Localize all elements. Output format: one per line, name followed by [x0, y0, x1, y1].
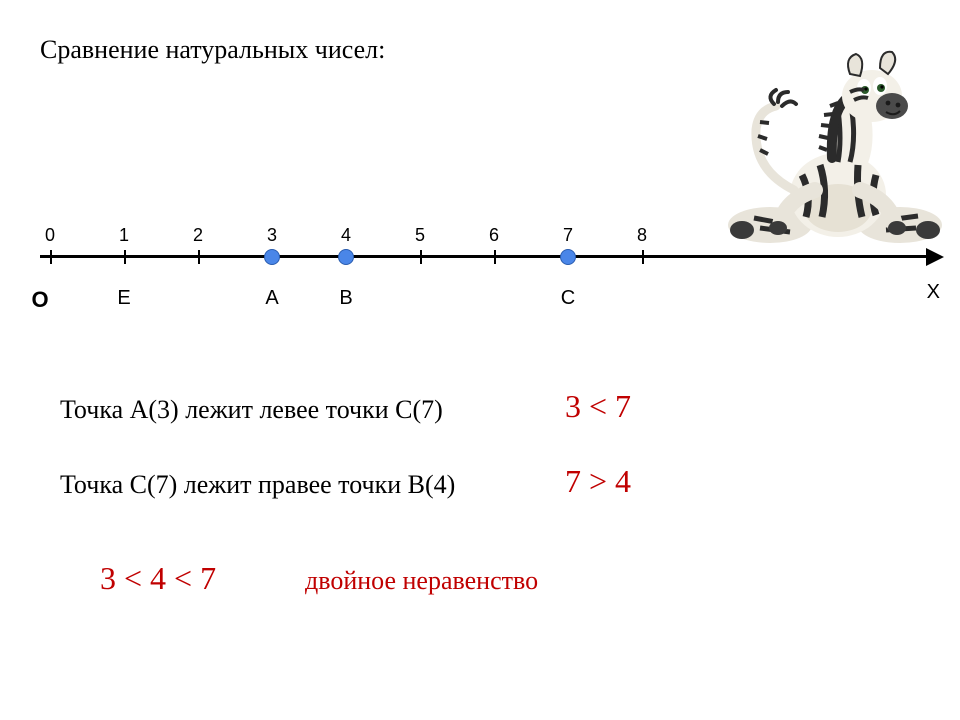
number-line-arrow-icon: [926, 248, 944, 266]
number-line-axis: [40, 255, 940, 258]
tick-number: 1: [119, 225, 129, 246]
statement-1-text: Точка А(3) лежит левее точки С(7): [60, 395, 443, 425]
point-b: [338, 249, 354, 265]
x-axis-label: Х: [927, 281, 940, 304]
statement-1-inequality: 3 < 7: [565, 388, 631, 425]
tick: [642, 250, 644, 264]
tick-number: 2: [193, 225, 203, 246]
point-label-c: С: [561, 287, 575, 310]
double-inequality-label: двойное неравенство: [305, 566, 538, 596]
tick: [124, 250, 126, 264]
point-a: [264, 249, 280, 265]
tick: [494, 250, 496, 264]
statement-2-inequality: 7 > 4: [565, 463, 631, 500]
tick: [420, 250, 422, 264]
point-label-a: A: [265, 287, 278, 310]
zebra-image: [720, 40, 950, 250]
tick: [50, 250, 52, 264]
point-c: [560, 249, 576, 265]
tick-number: 3: [267, 225, 277, 246]
point-label-b: В: [339, 287, 352, 310]
tick-number: 0: [45, 225, 55, 246]
tick-number: 5: [415, 225, 425, 246]
page-title: Сравнение натуральных чисел:: [40, 35, 385, 65]
origin-label: О: [31, 287, 48, 313]
tick-number: 7: [563, 225, 573, 246]
tick-number: 6: [489, 225, 499, 246]
double-inequality: 3 < 4 < 7: [100, 560, 216, 597]
tick-number: 4: [341, 225, 351, 246]
tick: [198, 250, 200, 264]
number-line: О Х 012345678 EAВС: [40, 245, 940, 315]
tick-number: 8: [637, 225, 647, 246]
statement-2-text: Точка С(7) лежит правее точки В(4): [60, 470, 455, 500]
point-label-e: E: [117, 287, 130, 310]
